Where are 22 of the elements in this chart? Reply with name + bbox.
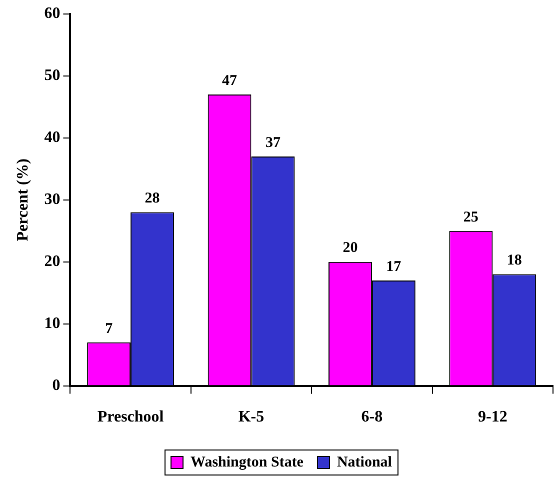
y-tick-label: 30 <box>44 191 60 208</box>
legend-label: Washington State <box>190 454 304 470</box>
x-tick-label: 9-12 <box>478 408 508 426</box>
data-label: 20 <box>342 240 358 256</box>
data-label: 37 <box>265 134 281 151</box>
x-tick-label: Preschool <box>97 408 164 426</box>
data-label: 18 <box>506 252 522 269</box>
legend-label: National <box>336 454 392 470</box>
y-tick-label: 50 <box>44 67 60 84</box>
data-label: 47 <box>222 72 238 89</box>
y-tick-label: 40 <box>44 129 60 146</box>
data-label: 25 <box>463 209 478 226</box>
data-label: 7 <box>105 320 114 337</box>
data-label: 17 <box>386 258 402 275</box>
x-tick-label: 6-8 <box>361 408 383 426</box>
data-label: 28 <box>144 190 160 207</box>
y-tick-label: 0 <box>52 376 60 394</box>
y-tick-label: 10 <box>44 314 60 332</box>
y-tick-label: 60 <box>44 5 60 22</box>
y-tick-label: 20 <box>44 253 60 270</box>
x-tick-label: K-5 <box>238 408 264 426</box>
y-axis-title: Percent (%) <box>14 158 32 242</box>
